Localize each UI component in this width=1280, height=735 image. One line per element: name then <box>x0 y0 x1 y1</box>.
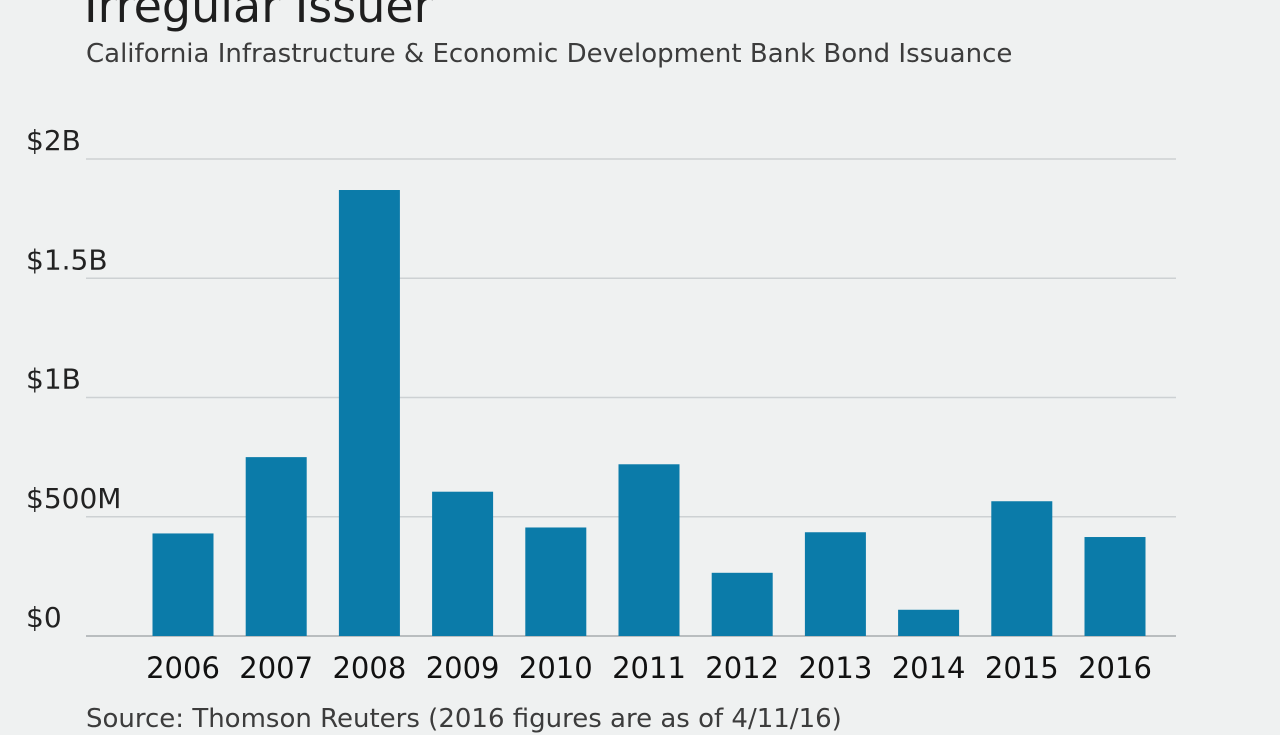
x-tick-label: 2016 <box>1078 651 1152 685</box>
x-tick-label: 2008 <box>332 651 406 685</box>
y-axis-ticks: $0 $500M $1B $1.5B $2B <box>26 124 121 634</box>
bars <box>152 190 1146 636</box>
x-axis-ticks: 2006 2007 2008 2009 2010 2011 2012 2013 2014 2015… <box>146 651 1152 685</box>
source-note: Source: Thomson Reuters (2016 figures ar… <box>86 704 842 734</box>
x-tick-label: 2010 <box>519 651 593 685</box>
bar-chart: $0$500M$1B$1.5B$2B 2006 2007 2008 2009 2010 2… <box>26 124 1176 685</box>
bar-2013 <box>804 532 866 636</box>
x-tick-label: 2012 <box>705 651 779 685</box>
y-tick-label: $2B <box>26 124 81 157</box>
x-tick-label: 2015 <box>985 651 1059 685</box>
y-tick-label: $1.5B <box>26 243 108 276</box>
bar-2015 <box>991 501 1053 636</box>
y-tick-label: $500M <box>26 482 121 515</box>
y-tick-label: $0 <box>26 601 62 634</box>
x-tick-label: 2009 <box>426 651 500 685</box>
x-tick-label: 2006 <box>146 651 220 685</box>
y-tick-label: $1B <box>26 363 81 396</box>
x-tick-label: 2013 <box>798 651 872 685</box>
bar-2009 <box>432 491 494 636</box>
bar-2010 <box>525 527 587 636</box>
x-tick-label: 2014 <box>892 651 966 685</box>
chart-subtitle: California Infrastructure & Economic Dev… <box>86 39 1013 69</box>
chart-title: Irregular Issuer <box>84 0 433 33</box>
bar-2007 <box>245 457 307 636</box>
bar-2012 <box>711 572 773 636</box>
bar-2011 <box>618 464 680 636</box>
x-tick-label: 2011 <box>612 651 686 685</box>
bar-2016 <box>1084 537 1146 636</box>
bar-2014 <box>898 609 960 636</box>
x-tick-label: 2007 <box>239 651 313 685</box>
bar-2006 <box>152 533 214 636</box>
bar-2008 <box>338 190 400 636</box>
